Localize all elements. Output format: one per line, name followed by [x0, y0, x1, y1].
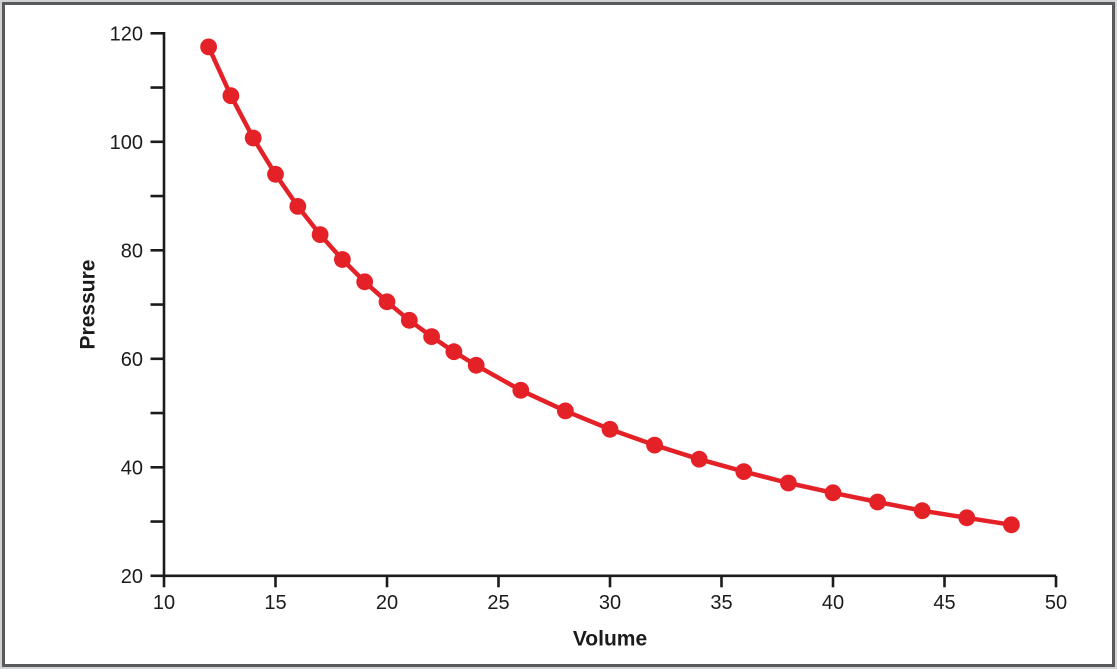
- data-point: [1003, 516, 1020, 534]
- data-point: [267, 165, 284, 183]
- data-point: [512, 381, 530, 399]
- x-tick-label: 30: [599, 592, 621, 614]
- data-point: [824, 484, 842, 502]
- data-point: [244, 129, 262, 147]
- axes-layer: 20 40 60 80 100 120 10 15 20 25 30 35 40 45 50: [110, 23, 1068, 614]
- data-point: [467, 356, 485, 374]
- x-tick-label: 25: [487, 592, 509, 614]
- data-point: [601, 420, 619, 438]
- x-tick-label: 35: [710, 592, 732, 614]
- x-axis-title: Volume: [573, 628, 647, 651]
- data-point: [200, 38, 218, 56]
- x-tick-label: 20: [376, 592, 398, 614]
- data-point: [222, 87, 240, 105]
- y-tick-label: 80: [121, 240, 143, 262]
- data-point: [869, 493, 886, 511]
- x-tick-label: 50: [1045, 592, 1067, 614]
- data-series-layer: [200, 38, 1020, 534]
- y-tick-label: 40: [121, 457, 143, 479]
- data-point: [913, 502, 931, 520]
- x-tick-label: 15: [264, 592, 286, 614]
- data-point: [646, 436, 663, 454]
- data-point: [311, 226, 329, 244]
- data-point: [735, 463, 753, 480]
- y-tick-label: 100: [110, 132, 143, 154]
- data-point: [334, 251, 351, 268]
- data-point: [378, 293, 396, 311]
- data-point: [423, 328, 440, 345]
- y-axis-title: Pressure: [77, 260, 100, 350]
- data-point: [780, 474, 797, 492]
- data-point: [958, 509, 976, 527]
- x-tick-label: 45: [933, 592, 955, 614]
- y-tick-label: 20: [121, 566, 143, 588]
- y-tick-label: 120: [110, 23, 143, 45]
- data-point: [356, 273, 374, 291]
- data-point: [690, 450, 708, 468]
- data-point: [400, 311, 418, 329]
- x-tick-label: 10: [153, 592, 175, 614]
- data-curve: [206, 44, 1014, 528]
- data-point: [289, 198, 307, 215]
- data-point: [445, 343, 463, 361]
- x-tick-label: 40: [822, 592, 844, 614]
- pressure-volume-chart: 20 40 60 80 100 120 10 15 20 25 30 35 40 45 50 Pressur…: [77, 23, 1068, 651]
- y-tick-label: 60: [121, 349, 143, 371]
- data-point: [557, 402, 574, 420]
